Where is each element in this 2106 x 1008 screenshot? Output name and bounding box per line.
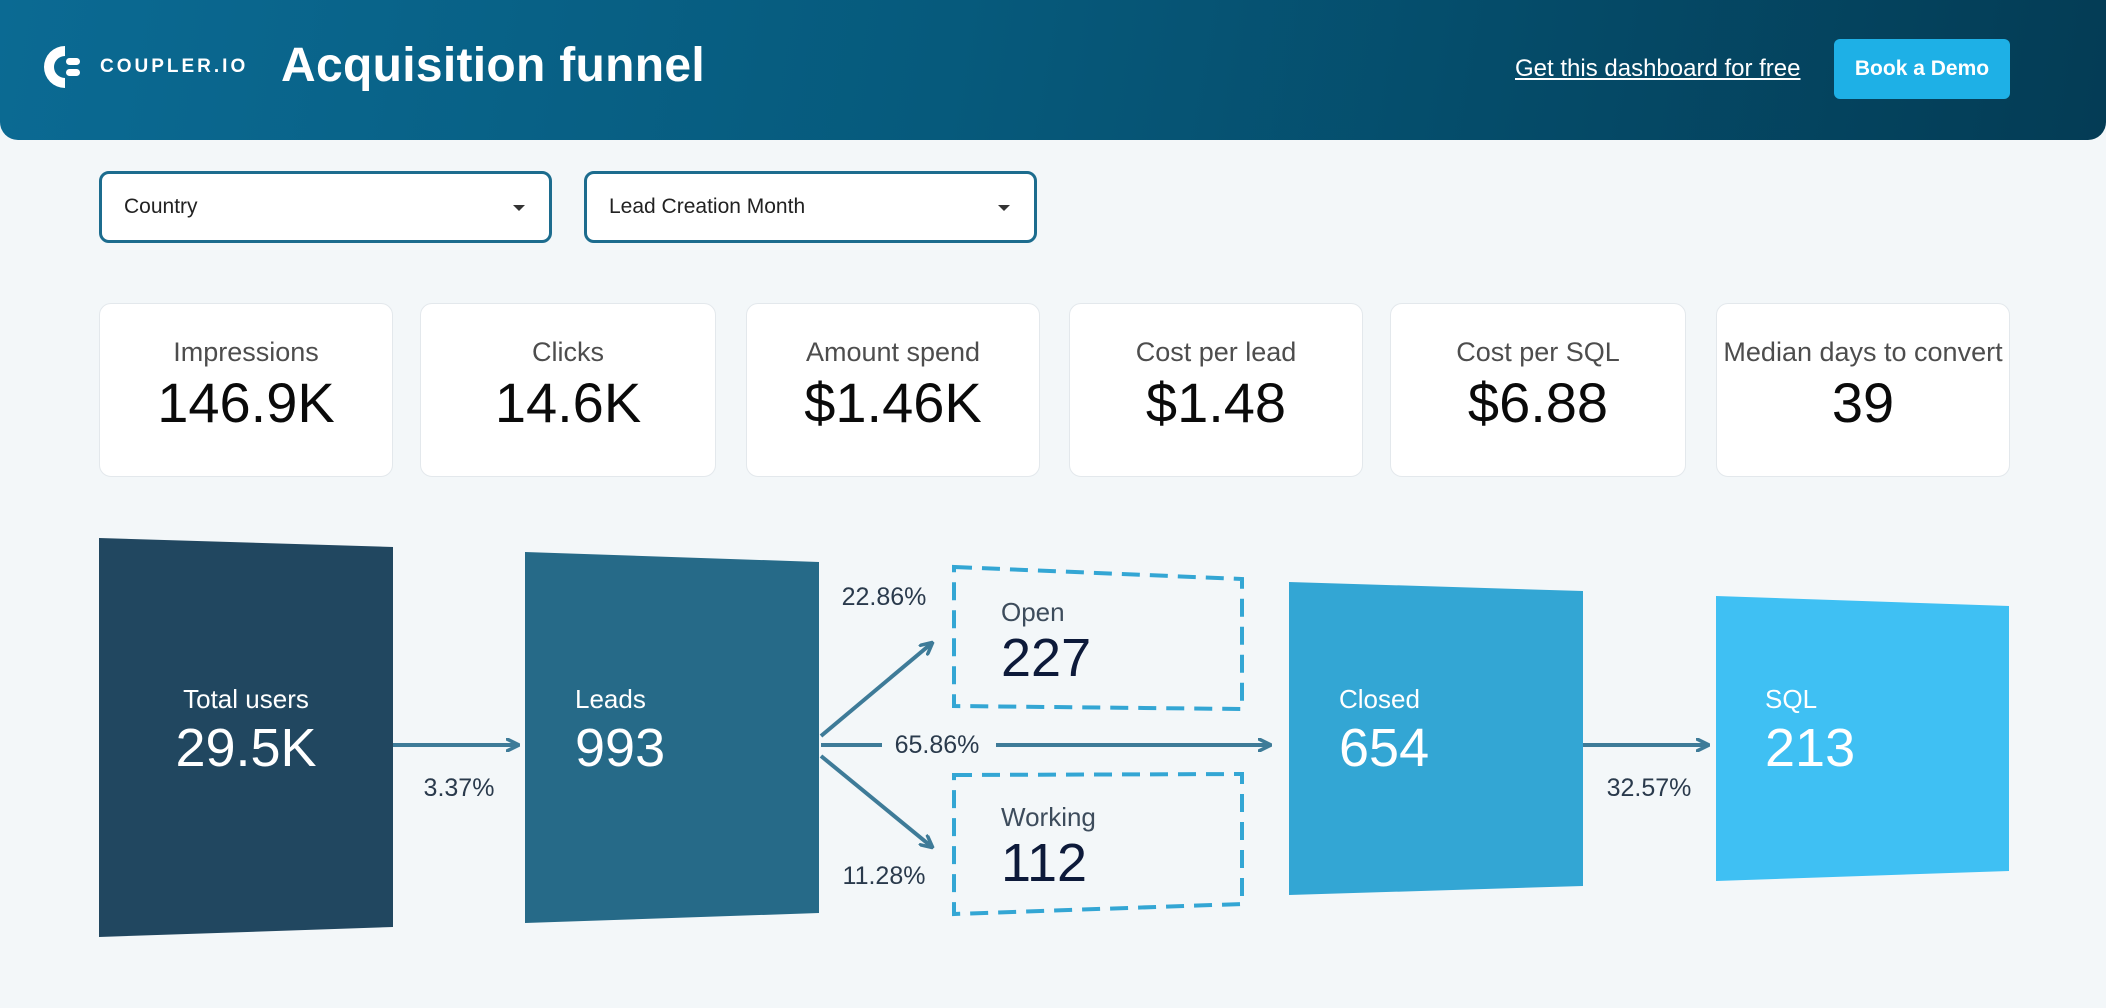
arrow-leads-to-working bbox=[819, 754, 932, 847]
lead-creation-month-label: Lead Creation Month bbox=[609, 195, 806, 218]
kpi-value: 146.9K bbox=[157, 371, 335, 434]
kpi-label: Amount spend bbox=[805, 337, 981, 367]
kpi-value: $1.48 bbox=[1145, 371, 1287, 434]
stage-open-label: Open bbox=[1001, 597, 1065, 627]
kpi-label: Cost per SQL bbox=[1456, 337, 1620, 367]
rate-leads-to-open: 22.86% bbox=[842, 583, 927, 611]
kpi-card-median-days: Median days to convert 39 bbox=[1716, 303, 2010, 477]
lead-creation-month-dropdown[interactable]: Lead Creation Month bbox=[584, 171, 1037, 243]
kpi-value: $6.88 bbox=[1467, 371, 1609, 434]
kpi-label: Cost per lead bbox=[1135, 337, 1297, 367]
rate-leads-to-working: 11.28% bbox=[843, 862, 926, 890]
rate-users-to-leads: 3.37% bbox=[424, 774, 495, 802]
rate-leads-to-closed: 65.86% bbox=[895, 731, 980, 759]
kpi-label: Median days to convert bbox=[1723, 337, 2003, 367]
stage-total-users-label: Total users bbox=[183, 684, 309, 714]
kpi-card-clicks: Clicks 14.6K bbox=[420, 303, 716, 477]
stage-sql-shape bbox=[1716, 596, 2009, 881]
stage-open-box bbox=[952, 564, 1244, 712]
stage-sql-value: 213 bbox=[1765, 718, 1855, 778]
country-filter-dropdown[interactable]: Country bbox=[99, 171, 552, 243]
stage-total-users-shape bbox=[99, 538, 393, 937]
arrow-leads-to-open bbox=[819, 643, 932, 738]
stage-leads-label: Leads bbox=[575, 684, 646, 714]
page-title: Acquisition funnel bbox=[281, 39, 706, 92]
stage-closed-value: 654 bbox=[1339, 718, 1429, 778]
stage-working-box bbox=[952, 771, 1244, 917]
kpi-value: 14.6K bbox=[494, 371, 642, 434]
rate-closed-to-sql: 32.57% bbox=[1607, 774, 1692, 802]
stage-sql-label: SQL bbox=[1765, 684, 1817, 714]
kpi-card-cost-per-sql: Cost per SQL $6.88 bbox=[1390, 303, 1686, 477]
stage-open-value: 227 bbox=[1001, 628, 1091, 688]
logo-text: COUPLER.IO bbox=[100, 56, 249, 77]
kpi-card-impressions: Impressions 146.9K bbox=[99, 303, 393, 477]
get-dashboard-link[interactable]: Get this dashboard for free bbox=[1515, 55, 1801, 82]
stage-working-label: Working bbox=[1001, 802, 1096, 832]
kpi-card-cost-per-lead: Cost per lead $1.48 bbox=[1069, 303, 1363, 477]
coupler-logo-icon bbox=[44, 46, 80, 88]
kpi-label: Clicks bbox=[532, 337, 604, 367]
kpi-card-amount-spend: Amount spend $1.46K bbox=[746, 303, 1040, 477]
country-filter-label: Country bbox=[124, 195, 198, 218]
stage-leads-value: 993 bbox=[575, 718, 665, 778]
book-demo-button[interactable]: Book a Demo bbox=[1834, 39, 2010, 99]
header-bar: COUPLER.IO Acquisition funnel Get this d… bbox=[0, 0, 2106, 140]
stage-closed-shape bbox=[1289, 582, 1583, 895]
kpi-label: Impressions bbox=[173, 337, 319, 367]
kpi-value: 39 bbox=[1831, 371, 1895, 434]
kpi-value: $1.46K bbox=[804, 371, 982, 434]
chevron-down-icon bbox=[513, 205, 525, 211]
stage-working-value: 112 bbox=[1001, 833, 1087, 893]
stage-total-users-value: 29.5K bbox=[175, 718, 316, 778]
stage-leads-shape bbox=[525, 552, 819, 923]
chevron-down-icon bbox=[998, 205, 1010, 211]
stage-closed-label: Closed bbox=[1339, 684, 1420, 714]
coupler-logo[interactable]: COUPLER.IO bbox=[42, 44, 248, 90]
